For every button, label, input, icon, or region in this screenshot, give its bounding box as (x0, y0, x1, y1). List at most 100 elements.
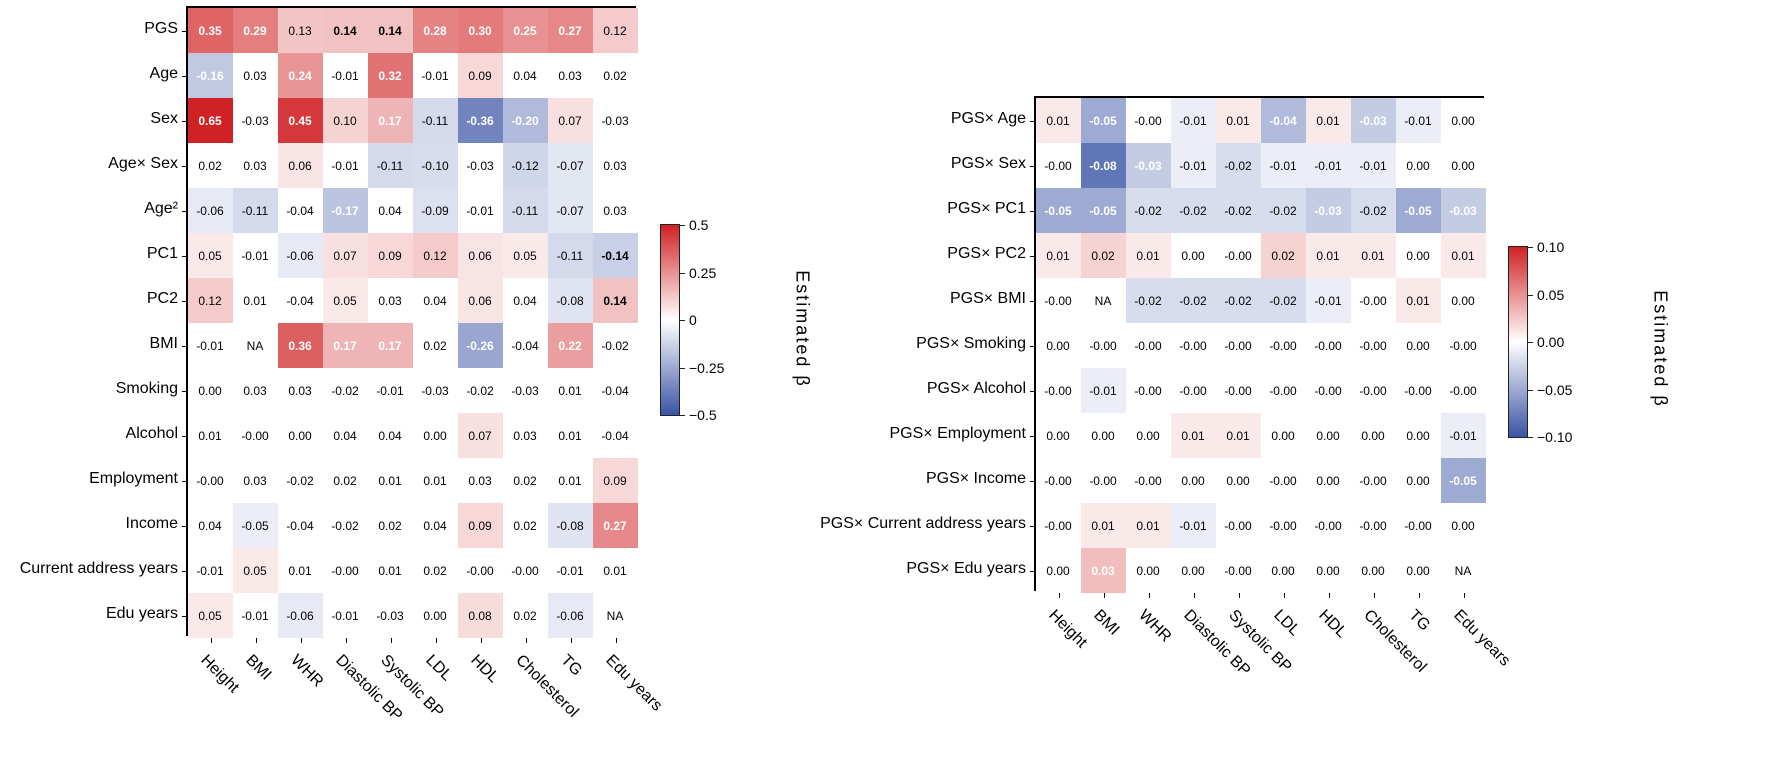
column-label: LDL (422, 652, 454, 684)
axis-tick (182, 256, 186, 257)
heatmap-cell: 0.00 (1396, 413, 1441, 458)
column-label: TG (1405, 607, 1432, 634)
colorbar-tick (679, 415, 685, 416)
heatmap-cell: 0.12 (188, 278, 233, 323)
heatmap-cell: -0.00 (1306, 323, 1351, 368)
heatmap-cell: -0.01 (188, 323, 233, 368)
axis-tick (1374, 593, 1375, 598)
heatmap-cell: -0.03 (413, 368, 458, 413)
axis-tick (182, 211, 186, 212)
heatmap-cell: -0.02 (1126, 188, 1171, 233)
column-label: Edu years (1450, 607, 1512, 669)
heatmap-cell: -0.02 (593, 323, 638, 368)
heatmap-cell: -0.03 (368, 593, 413, 638)
axis-tick (1030, 301, 1034, 302)
heatmap-cell: 0.32 (368, 53, 413, 98)
heatmap-cell: NA (233, 323, 278, 368)
heatmap-cell: -0.00 (1351, 323, 1396, 368)
heatmap-cell: 0.04 (368, 413, 413, 458)
column-label: HDL (1315, 607, 1349, 641)
heatmap-cell: 0.00 (1441, 278, 1486, 323)
heatmap-cell: 0.45 (278, 98, 323, 143)
heatmap-cell: -0.00 (1261, 368, 1306, 413)
heatmap-cell: 0.22 (548, 323, 593, 368)
heatmap-grid: 0.01-0.05-0.00-0.010.01-0.040.01-0.03-0.… (1034, 96, 1484, 591)
heatmap-cell: 0.03 (233, 53, 278, 98)
heatmap-cell: 0.04 (368, 188, 413, 233)
heatmap-cell: -0.01 (323, 53, 368, 98)
heatmap-cell: -0.11 (548, 233, 593, 278)
heatmap-cell: -0.10 (413, 143, 458, 188)
colorbar-tick-label: −0.25 (689, 361, 724, 375)
heatmap-cell: 0.13 (278, 8, 323, 53)
heatmap-cell: 0.00 (1396, 458, 1441, 503)
heatmap-cell: -0.02 (1171, 188, 1216, 233)
axis-tick (1030, 211, 1034, 212)
colorbar-tick-label: 0.05 (1537, 288, 1564, 302)
heatmap-cell: 0.02 (1261, 233, 1306, 278)
colorbar: 0.50.250−0.25−0.5 (660, 224, 680, 416)
heatmap-cell: -0.01 (1351, 143, 1396, 188)
row-label: Age² (144, 201, 178, 217)
row-label: PC2 (147, 291, 178, 307)
row-label: Sex (150, 111, 178, 127)
heatmap-cell: -0.00 (1126, 323, 1171, 368)
heatmap-cell: 0.29 (233, 8, 278, 53)
heatmap-cell: -0.00 (1351, 278, 1396, 323)
axis-tick (436, 638, 437, 643)
heatmap-cell: 0.00 (1036, 548, 1081, 593)
row-label: PGS× Sex (951, 156, 1026, 172)
heatmap-cell: 0.00 (1351, 548, 1396, 593)
heatmap-cell: -0.01 (1081, 368, 1126, 413)
heatmap-cell: -0.08 (1081, 143, 1126, 188)
heatmap-cell: 0.00 (1171, 548, 1216, 593)
heatmap-cell: -0.02 (323, 368, 368, 413)
heatmap-cell: -0.05 (233, 503, 278, 548)
heatmap-cell: 0.01 (188, 413, 233, 458)
colorbar-tick-label: 0.00 (1537, 335, 1564, 349)
column-label: LDL (1270, 607, 1302, 639)
heatmap-cell: 0.05 (233, 548, 278, 593)
axis-tick (1149, 593, 1150, 598)
heatmap-cell: 0.02 (503, 503, 548, 548)
heatmap-cell: -0.01 (1261, 143, 1306, 188)
heatmap-cell: 0.00 (1396, 548, 1441, 593)
heatmap-cell: 0.01 (368, 458, 413, 503)
axis-tick (1030, 436, 1034, 437)
heatmap-cell: -0.01 (548, 548, 593, 593)
heatmap-cell: -0.01 (323, 143, 368, 188)
heatmap-cell: -0.02 (458, 368, 503, 413)
heatmap-cell: -0.03 (233, 98, 278, 143)
heatmap-cell: 0.03 (233, 143, 278, 188)
heatmap-cell: 0.05 (323, 278, 368, 323)
heatmap-cell: -0.16 (188, 53, 233, 98)
heatmap-cell: -0.01 (233, 233, 278, 278)
heatmap-cell: 0.02 (503, 458, 548, 503)
axis-tick (1030, 121, 1034, 122)
heatmap-cell: 0.01 (1306, 98, 1351, 143)
heatmap-cell: -0.02 (1126, 278, 1171, 323)
axis-tick (1194, 593, 1195, 598)
axis-tick (182, 526, 186, 527)
heatmap-cell: -0.06 (278, 593, 323, 638)
heatmap-cell: -0.00 (1036, 503, 1081, 548)
heatmap-panel-left: 0.350.290.130.140.140.280.300.250.270.12… (186, 6, 636, 636)
heatmap-cell: 0.65 (188, 98, 233, 143)
row-label: Income (126, 516, 178, 532)
row-label: PGS× Income (926, 471, 1026, 487)
row-label: Current address years (20, 561, 178, 577)
heatmap-cell: -0.01 (1171, 143, 1216, 188)
heatmap-cell: 0.01 (368, 548, 413, 593)
heatmap-cell: -0.01 (323, 593, 368, 638)
heatmap-cell: -0.11 (413, 98, 458, 143)
axis-tick (481, 638, 482, 643)
axis-tick (616, 638, 617, 643)
heatmap-cell: 0.00 (188, 368, 233, 413)
heatmap-cell: 0.02 (413, 323, 458, 368)
colorbar-tick (1527, 390, 1533, 391)
heatmap-cell: 0.27 (593, 503, 638, 548)
heatmap-cell: -0.01 (1441, 413, 1486, 458)
axis-tick (1419, 593, 1420, 598)
colorbar-tick-label: 0.5 (689, 218, 708, 232)
axis-tick (182, 166, 186, 167)
